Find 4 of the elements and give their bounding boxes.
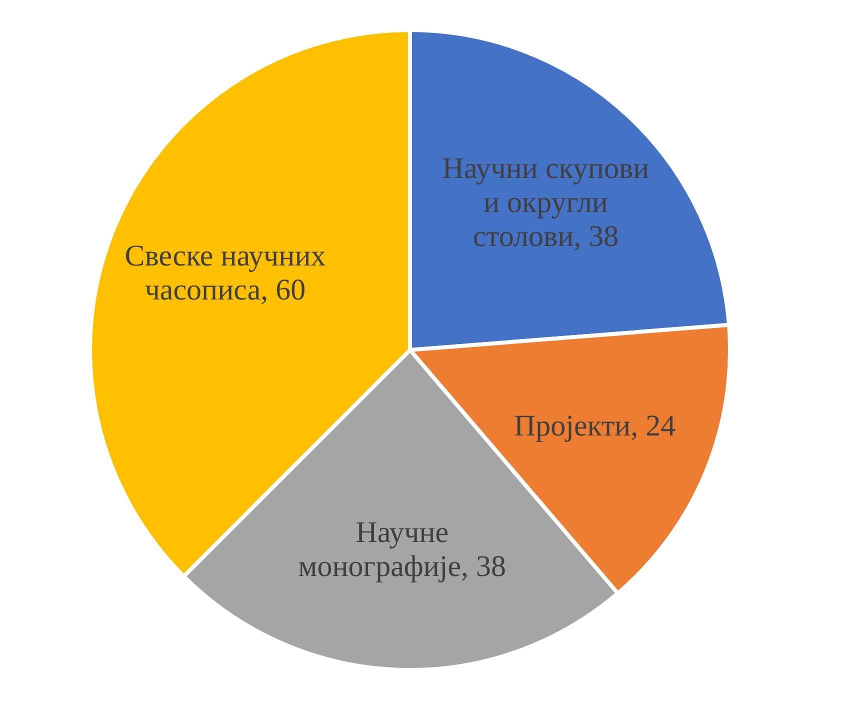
category-label: Свеске научних часописа, 60 xyxy=(124,239,326,306)
slice-label: Пројекти, 24 xyxy=(514,410,676,443)
category-label: Научни скупови и округли столови, 38 xyxy=(442,152,650,254)
category-label: Научне монографије, 38 xyxy=(298,516,506,583)
